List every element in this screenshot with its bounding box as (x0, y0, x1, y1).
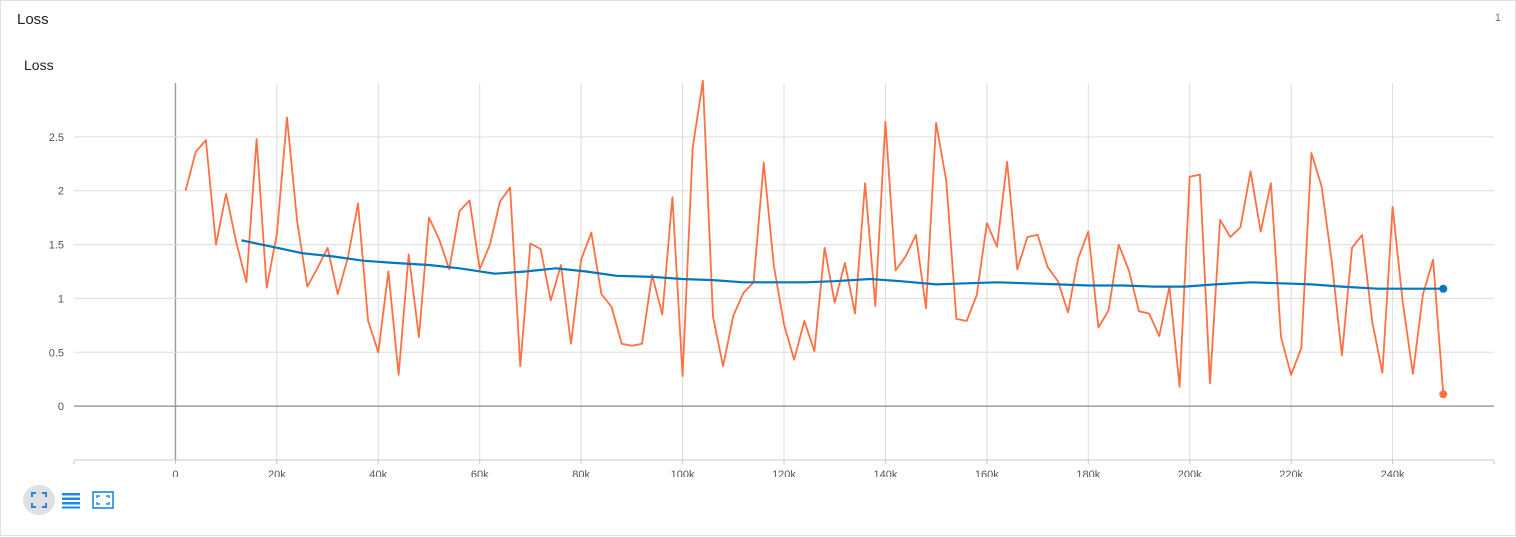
y-tick-label: 0 (58, 401, 64, 413)
list-lines-icon (62, 493, 80, 509)
x-tick-label: 120k (772, 469, 796, 477)
card-header[interactable]: Loss 1 (0, 0, 1516, 38)
fit-domain-button[interactable] (87, 485, 119, 515)
chart-title: Loss (24, 57, 54, 73)
expand-chart-button[interactable] (23, 485, 55, 515)
raw-last-point (1439, 390, 1448, 399)
x-tick-label: 80k (572, 469, 590, 477)
loss-chart[interactable]: 0 20k 40k 60k 80k 100k 120k 140k 160k 180k 200k 220… (1, 37, 1515, 477)
card-title: Loss (17, 11, 49, 28)
x-tick-label: 60k (471, 469, 489, 477)
x-tick-label: 40k (369, 469, 387, 477)
smoothed-loss-line (241, 239, 1444, 290)
x-tick-label: 0 (172, 469, 178, 477)
toggle-y-log-button[interactable] (55, 485, 87, 515)
y-tick-label: 1 (58, 293, 64, 305)
y-tick-label: 0.5 (49, 347, 64, 359)
chart-toolbar (23, 485, 119, 515)
x-tick-label: 20k (268, 469, 286, 477)
x-tick-label: 200k (1178, 469, 1202, 477)
x-tick-label: 180k (1076, 469, 1100, 477)
chart-panel: Loss 0 20k 40k 60k 80k 100k 120k 140k 160k 180k 20… (0, 37, 1516, 536)
x-tick-label: 160k (975, 469, 999, 477)
fit-screen-icon (92, 491, 114, 509)
fullscreen-icon (31, 492, 47, 508)
x-tick-label: 100k (671, 469, 695, 477)
card-count: 1 (1494, 12, 1501, 24)
x-tick-label: 240k (1381, 469, 1405, 477)
raw-loss-line (184, 79, 1445, 395)
x-tick-label: 140k (873, 469, 897, 477)
y-tick-label: 2.5 (49, 132, 64, 144)
smoothed-last-point (1439, 284, 1448, 293)
x-tick-label: 220k (1279, 469, 1303, 477)
y-tick-label: 2 (58, 186, 64, 198)
y-tick-label: 1.5 (49, 240, 64, 252)
